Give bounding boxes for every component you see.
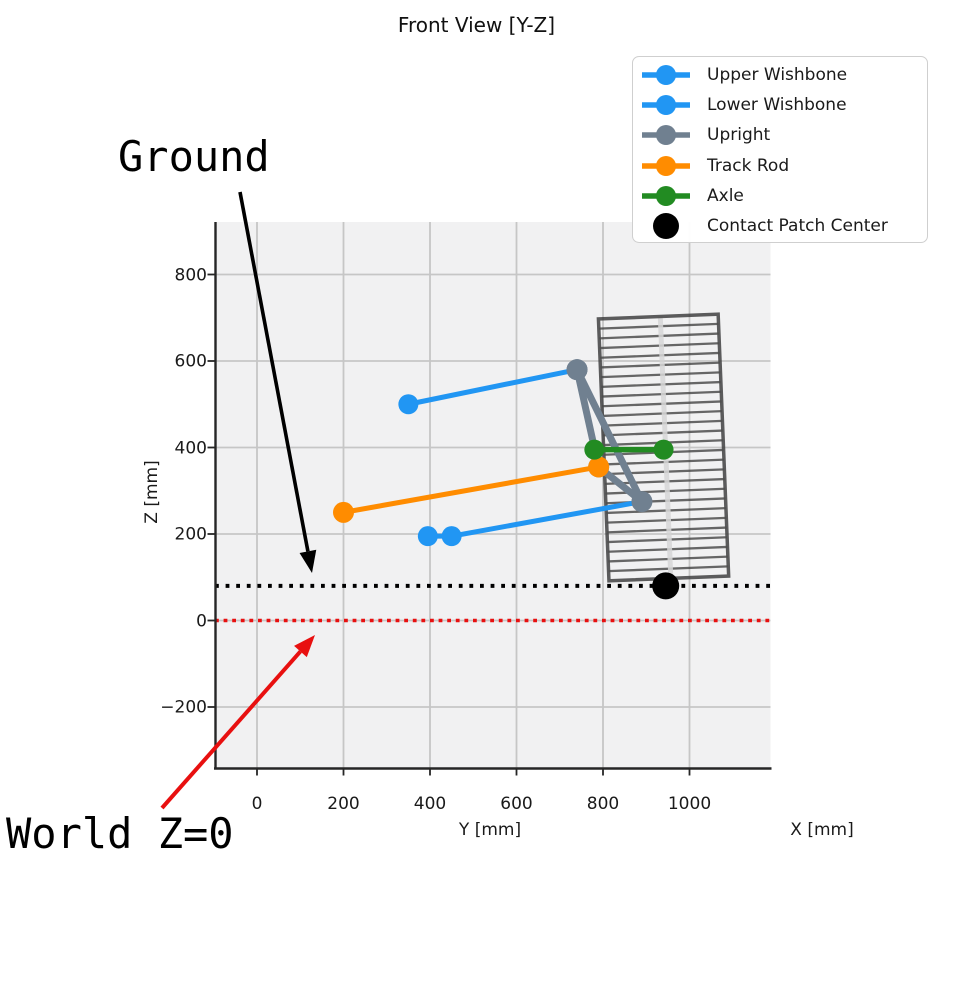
legend-sample-marker (656, 65, 676, 86)
series-marker-axle (584, 439, 605, 460)
y-tick-label: 0 (196, 611, 207, 631)
legend-label: Track Rod (707, 155, 790, 176)
legend-label: Contact Patch Center (707, 216, 888, 237)
contact-patch-marker (652, 572, 680, 600)
legend-sample-marker (656, 155, 676, 176)
y-tick-label: 400 (174, 438, 207, 458)
x-tick-label: 0 (251, 794, 263, 814)
legend-item: Axle (633, 181, 927, 211)
legend-line-marker-icon (642, 65, 690, 86)
y-tick-label: −200 (160, 697, 207, 718)
series-line-upright (573, 366, 646, 506)
chart-title: Front View [Y-Z] (397, 13, 556, 37)
legend-item: Contact Patch Center (633, 211, 927, 241)
x-axis-secondary-label: X [mm] (790, 820, 854, 840)
legend-label: Lower Wishbone (707, 95, 847, 116)
legend-line-marker-icon (642, 185, 690, 206)
ground-arrow-shaft (238, 191, 310, 552)
series-marker-lower-wishbone (441, 526, 462, 547)
legend-line-marker-icon (642, 95, 690, 116)
legend-label: Axle (707, 185, 744, 206)
ground-arrow-head (299, 549, 317, 573)
world-z0-arrow-head (294, 635, 315, 658)
series-marker-upright (566, 359, 588, 381)
legend-item: Upright (633, 120, 927, 150)
legend-item: Track Rod (633, 151, 927, 181)
x-tick-label: 1000 (667, 794, 712, 814)
legend-item: Lower Wishbone (633, 90, 927, 120)
series-line-track-rod (341, 464, 602, 515)
y-tick-label: 800 (174, 265, 207, 285)
legend: Upper Wishbone Lower Wishbone Upright Track… (632, 56, 928, 243)
series-marker-axle (653, 439, 674, 460)
ground-annotation: Ground (118, 132, 270, 181)
legend-item: Upper Wishbone (633, 60, 927, 90)
axes-background (215, 222, 771, 768)
y-tick-label: 600 (174, 351, 207, 372)
y-tick-label: 200 (174, 524, 207, 545)
legend-line-marker-icon (642, 125, 690, 146)
x-tick-label: 200 (327, 794, 360, 814)
legend-line-marker-icon (642, 155, 690, 176)
x-tick-label: 400 (413, 794, 447, 814)
world-z0-annotation: World Z=0 (6, 809, 234, 858)
series-line-upper-wishbone (405, 367, 580, 407)
series-marker-upright (631, 491, 653, 513)
legend-label: Upper Wishbone (707, 65, 848, 86)
legend-sample-marker (656, 125, 676, 146)
y-axis-label: Z [mm] (142, 460, 162, 524)
x-tick-label: 600 (500, 794, 533, 814)
series-marker-track-rod (333, 501, 354, 523)
legend-sample-marker (656, 185, 676, 206)
series-marker-upper-wishbone (398, 394, 419, 415)
legend-label: Upright (707, 125, 771, 146)
world-z0-arrow-shaft (160, 650, 302, 810)
x-axis-label: Y [mm] (458, 820, 522, 840)
legend-sample-marker (653, 213, 679, 240)
series-marker-lower-wishbone (417, 526, 438, 547)
legend-sample-marker (656, 95, 676, 116)
legend-marker-icon (653, 213, 679, 240)
series-marker-track-rod (588, 456, 610, 478)
x-tick-label: 800 (586, 794, 620, 814)
